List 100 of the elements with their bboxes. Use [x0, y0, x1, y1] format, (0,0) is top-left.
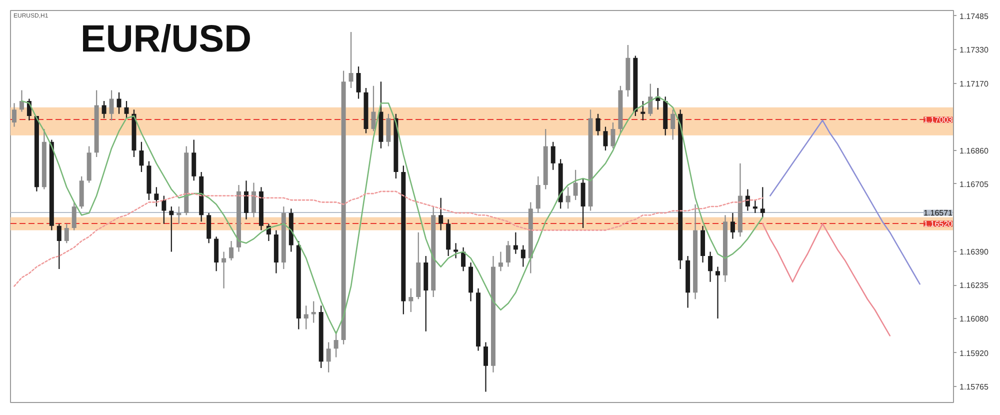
candlestick — [371, 86, 376, 132]
candlestick — [431, 206, 436, 297]
candlestick — [722, 215, 728, 282]
candlestick — [146, 161, 152, 200]
candlestick — [752, 200, 758, 213]
candlestick — [745, 189, 750, 211]
candlestick — [498, 252, 503, 272]
y-tick-label: 1.17485 — [960, 12, 989, 21]
candlestick — [573, 170, 578, 200]
y-tick-label: 1.16705 — [960, 180, 989, 189]
candlestick — [244, 180, 248, 220]
candlestick — [386, 114, 391, 146]
candlestick — [258, 187, 264, 230]
candlestick — [424, 256, 428, 332]
ref-line-label: 1.17003 — [924, 116, 954, 125]
candlestick — [296, 240, 301, 330]
y-tick-label: 1.15920 — [960, 348, 989, 358]
candlestick — [19, 90, 24, 112]
candlestick — [633, 56, 638, 116]
candlestick — [79, 176, 84, 209]
y-tick-label: 1.16860 — [960, 146, 989, 156]
candlestick — [603, 126, 608, 150]
candlestick — [446, 219, 451, 256]
candlestick — [760, 187, 765, 218]
candlestick — [281, 206, 286, 269]
line-series — [14, 190, 764, 287]
candlestick — [490, 256, 496, 372]
candlestick — [401, 166, 406, 314]
candlestick — [304, 306, 308, 330]
y-tick-label: 1.16390 — [960, 248, 989, 257]
candlestick — [214, 236, 219, 272]
candlestick — [378, 82, 384, 148]
candlestick — [468, 262, 474, 302]
y-tick-label: 1.17330 — [960, 45, 989, 54]
candlestick — [199, 172, 204, 222]
candlestick — [483, 342, 488, 392]
candlestick — [716, 266, 720, 318]
candlestick — [42, 128, 46, 190]
candlestick — [566, 187, 570, 209]
candlestick — [49, 140, 54, 230]
candlestick — [94, 90, 99, 157]
y-tick-label: 1.15765 — [960, 382, 989, 392]
candlestick — [550, 142, 556, 170]
candlestick — [229, 240, 234, 260]
candlestick — [109, 90, 114, 120]
line-series — [21, 96, 764, 334]
candlestick — [394, 114, 398, 178]
candlestick — [274, 230, 278, 274]
candlestick — [236, 184, 242, 252]
candlestick — [626, 44, 630, 97]
ref-line-label: 1.16571 — [924, 208, 954, 218]
candlestick — [640, 100, 646, 120]
candlestick — [348, 32, 354, 88]
candlestick — [162, 196, 166, 224]
y-tick-label: 1.16080 — [960, 314, 989, 324]
candlestick — [334, 331, 338, 358]
candlestick — [206, 212, 212, 244]
candlestick — [693, 204, 698, 300]
candlestick — [454, 243, 458, 258]
candlestick — [610, 122, 616, 148]
ref-line-label: 1.16520 — [924, 220, 954, 229]
candlestick — [64, 224, 69, 244]
candlestick — [139, 142, 144, 172]
candlestick — [461, 247, 466, 272]
candlestick — [678, 110, 683, 269]
candlestick — [169, 206, 174, 252]
candlestick — [663, 96, 668, 136]
candlestick — [132, 110, 136, 157]
line-series — [769, 120, 920, 285]
candlestick — [506, 240, 510, 267]
candlestick — [708, 252, 713, 282]
candlestick — [648, 84, 653, 116]
candlestick — [86, 146, 92, 183]
candlestick — [520, 245, 526, 267]
candlestick — [176, 206, 182, 224]
candlestick — [311, 301, 316, 323]
candlestick — [438, 198, 444, 230]
y-tick-label: 1.17170 — [960, 80, 989, 89]
candlestick — [513, 232, 518, 254]
candlestick — [700, 226, 706, 262]
candlestick — [558, 159, 563, 209]
candlestick — [580, 178, 586, 228]
candlestick — [192, 140, 196, 181]
candlestick — [356, 66, 361, 99]
chart-title: EUR/USD — [80, 18, 252, 60]
candlestick — [730, 212, 735, 239]
candlestick — [670, 110, 676, 140]
candlestick — [326, 342, 331, 372]
candlestick — [738, 163, 742, 237]
candlestick — [476, 288, 481, 351]
candlestick — [56, 224, 62, 269]
candlestick — [543, 128, 548, 190]
candlestick — [528, 202, 533, 274]
candlestick — [154, 187, 159, 206]
candlestick — [102, 100, 106, 118]
candlestick — [536, 176, 540, 213]
candlestick — [686, 256, 690, 308]
candlestick — [12, 103, 16, 127]
candlestick — [416, 232, 421, 300]
candlestick — [588, 110, 593, 211]
